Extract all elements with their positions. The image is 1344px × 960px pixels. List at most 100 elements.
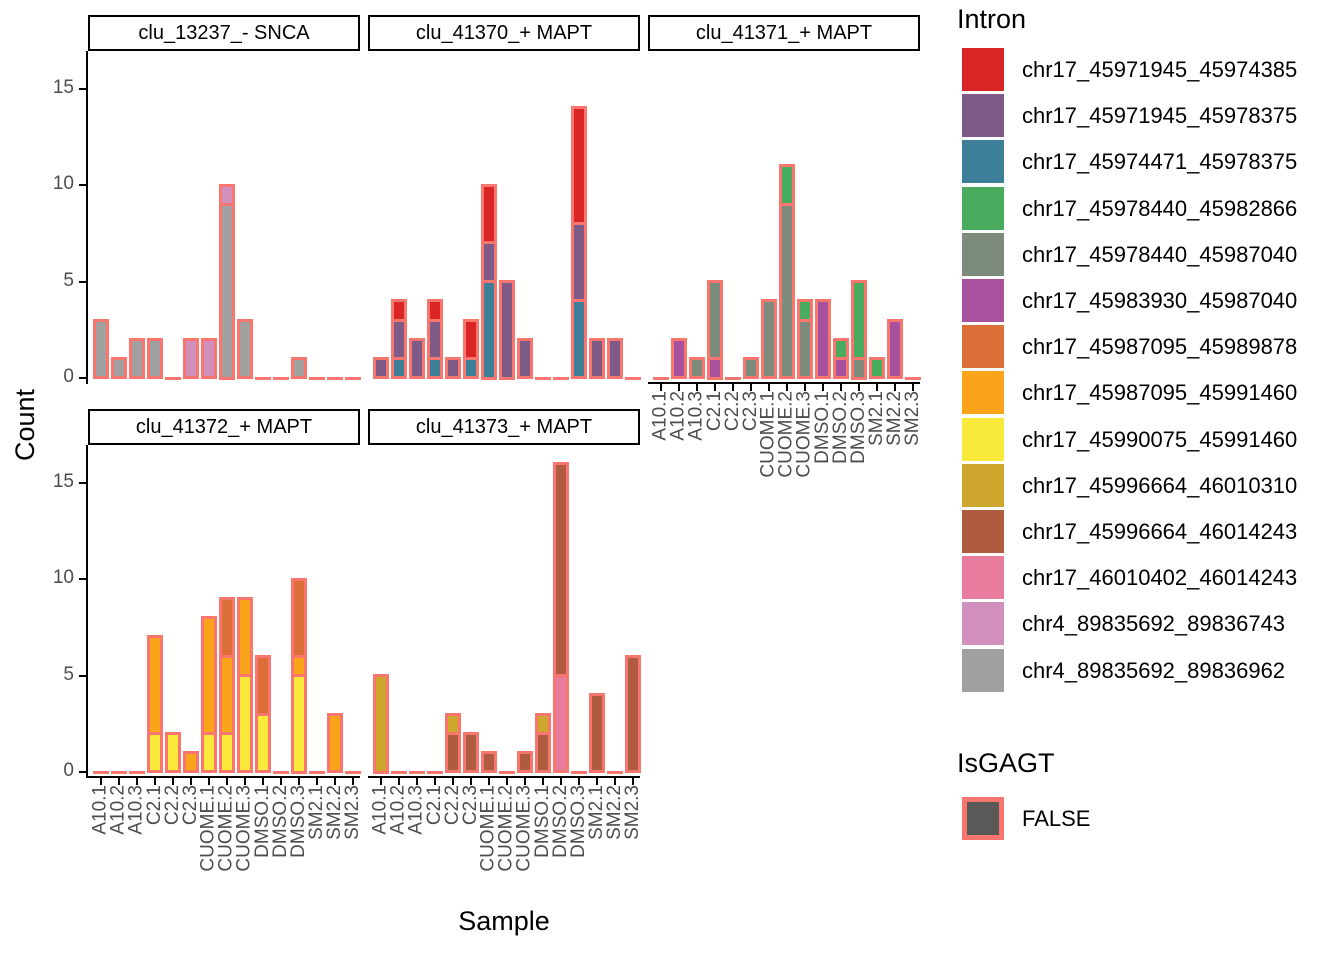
bar-outline: [552, 461, 569, 774]
zero-count-bar: [534, 376, 551, 380]
x-axis-tick: [767, 384, 770, 391]
bar-outline: [290, 357, 307, 380]
facet-panel: [368, 51, 641, 384]
bar-segment-border: [390, 318, 407, 322]
x-axis-tick: [613, 778, 616, 785]
bar-segment: [624, 656, 641, 772]
x-axis-tick: [821, 384, 824, 391]
x-axis-tick: [261, 778, 264, 785]
x-axis-title: Sample: [458, 906, 550, 936]
zero-count-bar: [92, 770, 109, 774]
y-axis-tick: [79, 184, 86, 186]
bar-segment: [814, 300, 831, 378]
bar-outline: [670, 337, 687, 380]
legend-entry-label: chr17_45987095_45991460: [1022, 380, 1298, 406]
bar-segment: [796, 320, 813, 378]
x-axis-tick: [803, 384, 806, 391]
bar-segment: [570, 223, 587, 301]
zero-count-bar: [624, 376, 641, 380]
bar-segment: [516, 339, 533, 378]
bar-segment: [372, 675, 389, 772]
bar-segment-border: [390, 357, 407, 361]
bar-segment: [462, 733, 479, 772]
legend-color-swatch: [962, 279, 1004, 322]
bar-segment: [444, 733, 461, 772]
legend-entry-label: chr17_45978440_45987040: [1022, 241, 1298, 267]
bar-segment: [688, 358, 705, 378]
x-axis-tick: [351, 778, 354, 785]
bar-segment-border: [290, 654, 307, 658]
bar-segment: [462, 320, 479, 359]
x-axis-tick: [415, 778, 418, 785]
x-axis-tick: [433, 778, 436, 785]
bar-segment-border: [778, 202, 795, 206]
legend-entry-label: chr17_45996664_46014243: [1022, 519, 1298, 544]
x-axis-tick: [99, 778, 102, 785]
x-tick-label: SM2.3: [621, 785, 643, 840]
bar-segment: [200, 339, 217, 378]
zero-count-bar: [272, 770, 289, 774]
bar-outline: [534, 712, 551, 774]
bar-outline: [588, 693, 605, 774]
x-axis-tick: [785, 384, 788, 391]
x-axis-tick: [857, 384, 860, 391]
legend-color-swatch: [962, 648, 1004, 692]
x-tick-label: SM2.3: [341, 785, 363, 840]
bar-outline: [92, 318, 109, 380]
y-tick-label: 0: [63, 366, 74, 387]
facet-panel: 0 5 10 15: [53, 51, 361, 387]
bar-segment: [850, 358, 867, 378]
x-axis-tick: [297, 778, 300, 785]
legend-entry-label: chr17_45971945_45974385: [1022, 57, 1298, 82]
bar-segment-border: [426, 318, 443, 322]
facet-strip-text: clu_41373_+ MAPT: [415, 415, 593, 438]
legend-isgagt-swatch: [962, 797, 1004, 840]
zero-count-bar: [272, 376, 289, 380]
zero-count-bar: [308, 770, 325, 774]
bar-outline: [390, 299, 407, 380]
legend-color-swatch: [962, 140, 1004, 184]
legend-title-intron: Intron: [957, 4, 1027, 34]
x-axis-tick: [659, 384, 662, 391]
legend-entry-label: chr4_89835692_89836743: [1022, 611, 1286, 637]
y-tick-label: 0: [63, 760, 74, 781]
zero-count-bar: [498, 770, 515, 774]
bar-outline: [796, 299, 813, 380]
x-axis-tick: [189, 778, 192, 785]
x-axis-tick: [207, 778, 210, 785]
bar-segment: [326, 714, 343, 772]
bar-segment: [426, 300, 443, 321]
bar-segment: [534, 714, 551, 734]
legend-entry-label: chr17_45996664_46010310: [1022, 472, 1298, 498]
zero-count-bar: [652, 376, 669, 380]
facet-strip-label: clu_41371_+ MAPT: [648, 15, 920, 51]
x-axis-tick: [595, 778, 598, 785]
bar-segment-border: [218, 654, 235, 658]
bar-outline: [606, 337, 623, 380]
legend-entry-label: chr17_45987095_45989878: [1022, 334, 1298, 360]
bar-segment: [742, 358, 759, 378]
bar-outline: [498, 280, 515, 380]
bar-segment: [254, 714, 271, 772]
bar-outline: [426, 299, 443, 380]
bar-outline: [688, 357, 705, 380]
bar-segment: [218, 598, 235, 657]
bar-segment: [796, 300, 813, 321]
bar-segment: [480, 242, 497, 282]
zero-count-bar: [724, 376, 741, 380]
facet-strip-label: clu_41370_+ MAPT: [368, 15, 640, 51]
legend-color-swatch: [962, 232, 1004, 276]
bar-outline: [850, 280, 867, 380]
legend-entry-label: chr17_45983930_45987040: [1022, 288, 1298, 313]
bar-segment-border: [200, 731, 217, 735]
zero-count-bar: [426, 770, 443, 774]
zero-count-bar: [344, 376, 361, 380]
x-axis-tick: [135, 778, 138, 785]
bar-segment: [480, 752, 497, 772]
legend-entry-label: FALSE: [1022, 806, 1091, 831]
bar-outline: [760, 299, 777, 380]
bar-segment: [588, 694, 605, 772]
y-tick-label: 5: [63, 663, 74, 685]
bar-segment: [390, 320, 407, 359]
